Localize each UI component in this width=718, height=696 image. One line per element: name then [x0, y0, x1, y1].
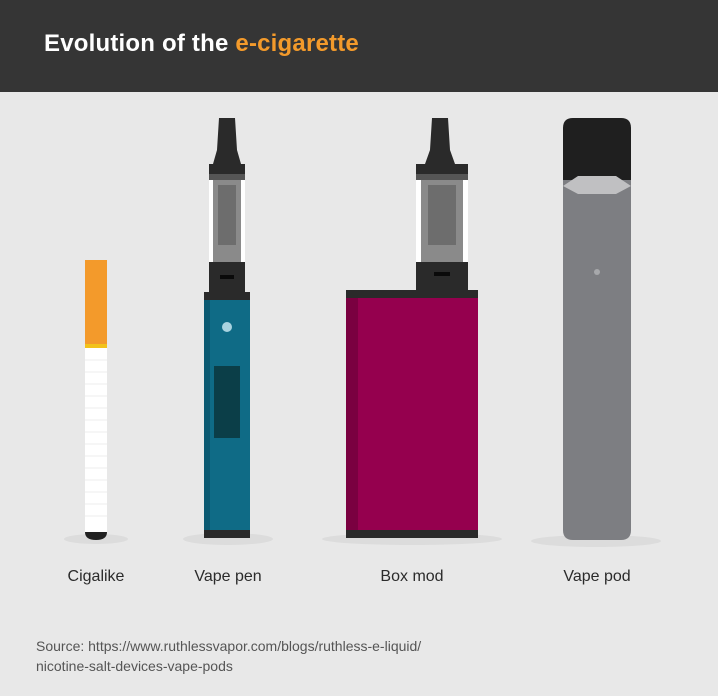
header-bar: Evolution of the e-cigarette — [0, 0, 718, 92]
page-title: Evolution of the e-cigarette — [44, 30, 359, 58]
title-highlight: e-cigarette — [235, 30, 359, 57]
source-line-1: Source: https://www.ruthlessvapor.com/bl… — [36, 638, 422, 654]
vape-pod-shadow — [531, 535, 661, 547]
title-prefix: Evolution of the — [44, 30, 236, 57]
vape-pod-icon — [563, 118, 631, 540]
box-mod-icon — [346, 118, 478, 538]
source-citation: Source: https://www.ruthlessvapor.com/bl… — [36, 636, 696, 676]
label-cigalike: Cigalike — [67, 568, 125, 585]
label-vape-pod: Vape pod — [563, 568, 631, 585]
label-vape-pen: Vape pen — [194, 568, 262, 585]
cigalike-icon — [85, 260, 107, 540]
label-box-mod: Box mod — [380, 568, 444, 585]
devices-illustration — [64, 118, 661, 547]
source-line-2: nicotine-salt-devices-vape-pods — [36, 658, 233, 674]
vape-pen-icon — [204, 118, 250, 538]
